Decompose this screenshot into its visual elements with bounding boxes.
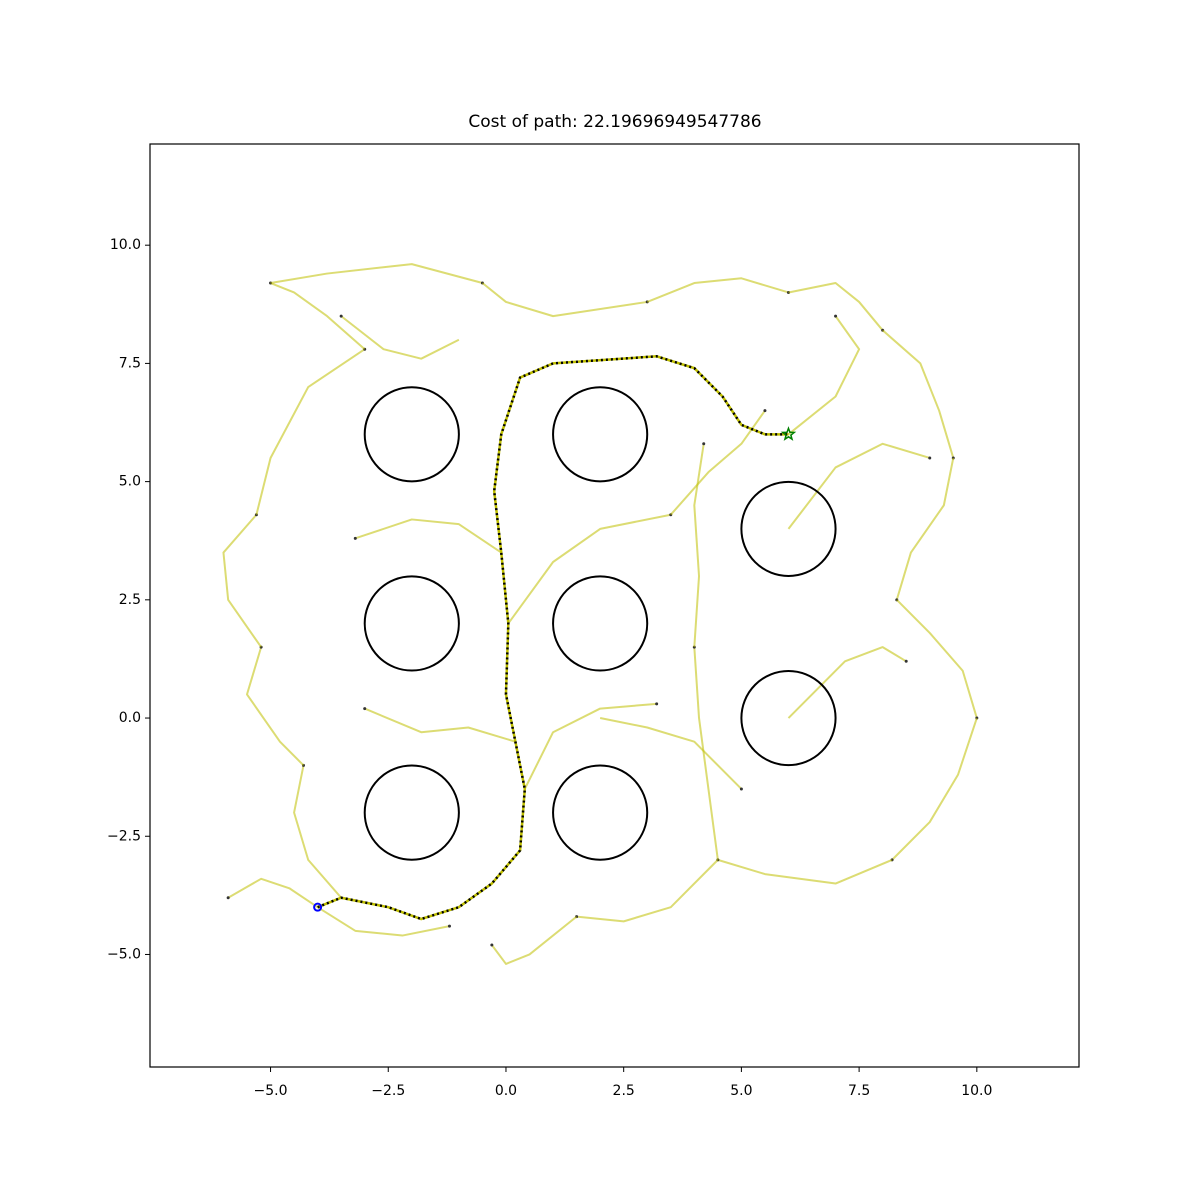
- tree-edge: [881, 329, 955, 459]
- tree-node: [447, 924, 451, 928]
- tree-node: [353, 536, 357, 540]
- obstacle: [552, 764, 649, 861]
- y-tick-label: 2.5: [119, 592, 141, 608]
- obstacle: [363, 575, 460, 672]
- tree-edge: [891, 717, 978, 861]
- tree-edge: [523, 702, 657, 790]
- y-tick-label: −2.5: [107, 828, 141, 844]
- tree-edge: [895, 457, 955, 601]
- y-tick-label: 10.0: [110, 237, 141, 253]
- tree-node: [904, 659, 908, 663]
- tree-node: [834, 314, 838, 318]
- tree-edge: [364, 707, 516, 743]
- obstacle: [740, 480, 837, 577]
- x-tick-label: −2.5: [371, 1083, 405, 1099]
- y-tick-label: 5.0: [119, 474, 141, 490]
- tree-edge: [491, 915, 578, 965]
- x-tick-label: 10.0: [961, 1083, 992, 1099]
- tree-edge: [270, 263, 483, 285]
- tree-edge: [354, 518, 502, 554]
- tree-edge: [787, 315, 861, 436]
- tree-edge: [222, 514, 262, 648]
- tree-node: [490, 943, 494, 947]
- tree-node: [763, 409, 767, 413]
- plot-frame: [149, 143, 1080, 1068]
- tree-edge: [270, 282, 366, 350]
- tree-node: [363, 707, 367, 711]
- y-tick-label: 7.5: [119, 355, 141, 371]
- x-tick-label: 2.5: [613, 1083, 635, 1099]
- tree-edge: [245, 646, 305, 767]
- tree-edge: [787, 442, 931, 530]
- tree-edge: [317, 906, 450, 937]
- tree-edge: [693, 443, 705, 648]
- x-tick-label: −5.0: [254, 1083, 288, 1099]
- x-tick-label: 7.5: [848, 1083, 870, 1099]
- tree-node: [702, 442, 706, 446]
- tree-node: [655, 702, 659, 706]
- path: [317, 355, 789, 921]
- y-tick-label: −5.0: [107, 946, 141, 962]
- tree-edge: [717, 858, 893, 885]
- x-tick-label: 5.0: [730, 1083, 752, 1099]
- tree-node: [226, 896, 230, 900]
- tree-edge: [227, 877, 319, 909]
- tree-edge: [646, 277, 789, 303]
- y-tick-label: 0.0: [119, 710, 141, 726]
- tree-node: [339, 314, 343, 318]
- tree-node: [739, 787, 743, 791]
- start-marker: [313, 902, 323, 912]
- obstacle: [740, 669, 837, 767]
- obstacle: [552, 575, 649, 672]
- goal-marker: [780, 426, 797, 441]
- x-tick-label: 0.0: [495, 1083, 517, 1099]
- tree-edge: [599, 717, 743, 790]
- obstacle: [363, 386, 460, 483]
- tree-edge: [340, 315, 460, 360]
- tree-edge: [787, 646, 907, 719]
- tree-edge: [507, 513, 671, 625]
- obstacle: [552, 386, 649, 483]
- tree-edge: [576, 859, 719, 923]
- tree-node: [928, 456, 932, 460]
- tree-edge: [293, 765, 342, 899]
- chart-title: Cost of path: 22.19696949547786: [468, 112, 761, 132]
- tree-edge: [788, 282, 884, 331]
- obstacle: [363, 764, 460, 861]
- tree-edge: [670, 410, 766, 516]
- tree-edge: [481, 282, 648, 318]
- tree-edge: [255, 348, 366, 515]
- tree-edge: [896, 599, 978, 719]
- tree-edge: [693, 647, 719, 861]
